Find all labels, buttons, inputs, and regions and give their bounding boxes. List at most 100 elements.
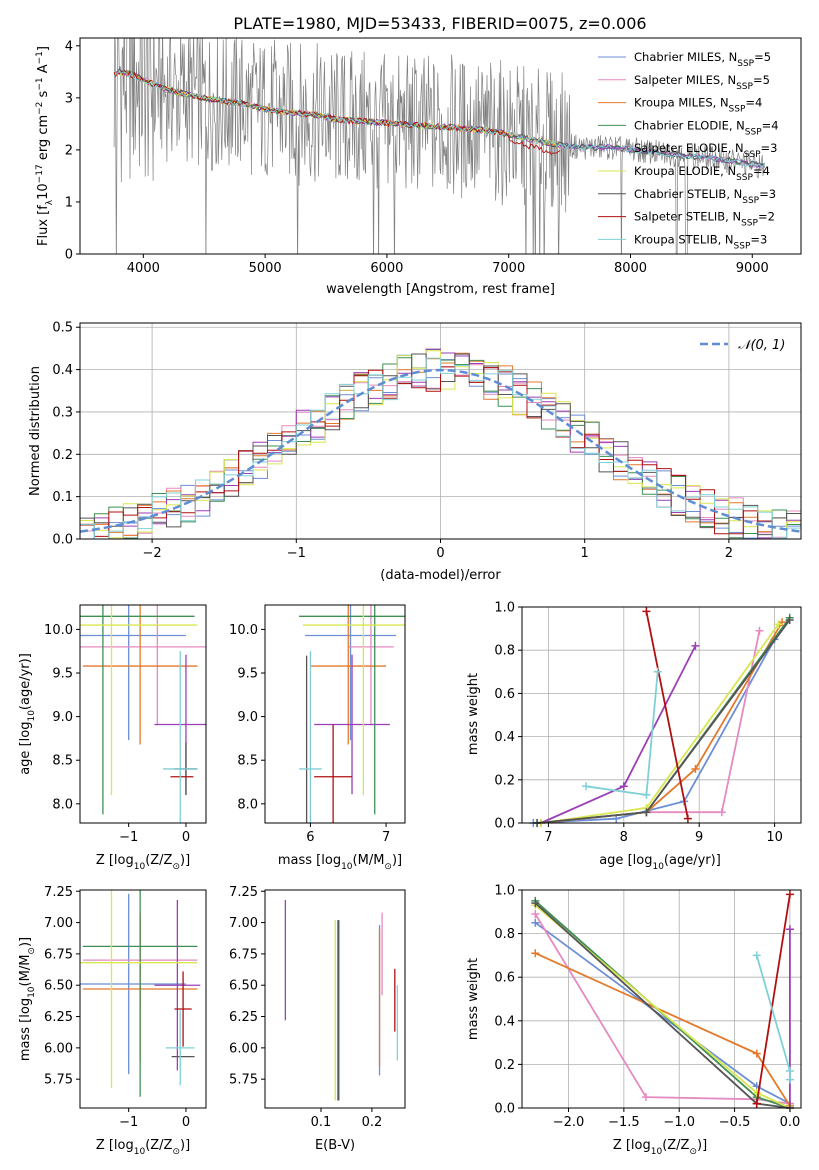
label-part: =4	[762, 118, 779, 132]
label-part: (Z/Z	[145, 853, 172, 868]
label-part: (Z/Z	[662, 1138, 689, 1153]
y-tick-label: 1	[65, 195, 73, 210]
label-part: Kroupa STELIB, N	[634, 232, 734, 246]
x-tick-label: 6	[306, 830, 314, 845]
label-part: erg cm	[36, 115, 51, 164]
weight-marker	[691, 641, 700, 650]
y-tick-label: 7.00	[44, 916, 73, 931]
legend-entry: Kroupa ELODIE, NSSP=4	[634, 164, 770, 183]
label-part: 10	[27, 710, 37, 722]
label-part: ⊙	[172, 862, 180, 872]
label-part: ⊙	[172, 1147, 180, 1157]
plot-layer: 4000 5000 6000 7000 8000 900001234wavelength …	[18, 37, 802, 1157]
label-part: Chabrier ELODIE, N	[634, 118, 745, 132]
label-part: SSP	[742, 196, 759, 206]
label-part: SSP	[736, 173, 753, 183]
label-part: (	[18, 705, 33, 710]
y-tick-label: 2	[65, 143, 73, 158]
legend-entry: Salpeter STELIB, NSSP=2	[634, 210, 775, 229]
weight-line-3	[537, 617, 791, 824]
label-part: =5	[754, 50, 771, 64]
x-tick-label: 10	[766, 830, 783, 845]
label-part: ⊙	[27, 947, 37, 955]
weightZ-marker	[531, 949, 540, 958]
label-part: −17	[35, 164, 45, 183]
label-part: λ	[45, 199, 55, 205]
y-tick-label: 0.0	[52, 533, 73, 548]
label-part: Flux [f	[36, 205, 51, 246]
y-tick-label: 4	[65, 39, 73, 54]
label-part: Z [log	[96, 853, 134, 868]
legend-entry: Salpeter ELODIE, NSSP=3	[634, 141, 777, 160]
y-tick-label: 0.2	[52, 448, 73, 463]
legend-entry: Kroupa STELIB, NSSP=3	[634, 232, 767, 251]
label-part: 10	[341, 862, 353, 872]
weightZ-marker	[752, 1088, 761, 1097]
y-tick-label: 0.8	[494, 927, 515, 942]
weightZ-marker	[785, 1075, 794, 1084]
label-part: A	[36, 64, 51, 77]
label-part: SSP	[734, 241, 751, 251]
y-tick-label: 0.0	[494, 817, 515, 832]
label-part: )]	[18, 653, 33, 663]
y-tick-label: 0.5	[52, 321, 73, 336]
label-part: =3	[750, 232, 767, 246]
weightZ-ylabel: mass weight	[466, 958, 481, 1040]
y-tick-label: 7.00	[229, 916, 258, 931]
label-part: age/yr	[18, 663, 33, 705]
label-part: 10	[134, 1147, 146, 1157]
spectrum-xlabel: wavelength [Angstrom, rest frame]	[326, 282, 555, 297]
gaussian-legend-label: 𝒩(0, 1)	[738, 338, 785, 353]
label-part: age [log	[18, 722, 33, 775]
y-tick-label: 8.5	[52, 754, 73, 769]
histogram-ylabel: Normed distribution	[28, 366, 43, 496]
y-tick-label: 9.0	[52, 710, 73, 725]
label-part: (M/M	[353, 853, 385, 868]
label-part: s	[36, 90, 51, 101]
y-tick-label: 7.25	[229, 885, 258, 900]
weightZ-marker	[531, 899, 540, 908]
histogram-plot	[80, 348, 801, 539]
label-part: (Z/Z	[145, 1138, 172, 1153]
y-tick-label: 0	[65, 248, 73, 263]
ageMass-plot	[299, 605, 405, 823]
massEBV-plot	[284, 900, 399, 1101]
massEBV-frame	[264, 889, 406, 1109]
weightZ-marker	[785, 890, 794, 899]
weightZ-marker	[785, 925, 794, 934]
label-part: mass [log	[18, 998, 33, 1061]
x-tick-label: −2.0	[553, 1115, 585, 1130]
weight-marker	[683, 814, 692, 823]
label-part: 10	[652, 862, 664, 872]
weightZ-line-3	[534, 900, 791, 1109]
x-tick-label: 0.0	[780, 1115, 801, 1130]
y-tick-label: 0.3	[52, 405, 73, 420]
label-part: =4	[753, 164, 770, 178]
y-tick-label: 6.25	[44, 1010, 73, 1025]
x-tick-label: 6000	[370, 261, 403, 276]
y-tick-label: 0.0	[494, 1102, 515, 1117]
ebv-xlabel: E(B-V)	[315, 1138, 355, 1153]
x-tick-label: 0.1	[311, 1115, 332, 1130]
weightAge-xlabel: age [log10(age/yr)]	[599, 853, 721, 872]
label-part: SSP	[729, 105, 746, 115]
label-part: Z [log	[613, 1138, 651, 1153]
model-spectrum-5	[113, 69, 561, 148]
x-tick-label: 9	[695, 830, 703, 845]
label-part: Salpeter MILES, N	[634, 73, 736, 87]
histogram-frame	[79, 322, 802, 540]
ageZ-xlabel: Z [log10(Z/Z⊙)]	[96, 853, 190, 872]
y-tick-label: 10.0	[229, 623, 258, 638]
massZ-xlabel: Z [log10(Z/Z⊙)]	[96, 1138, 190, 1157]
label-part: )]	[180, 853, 190, 868]
weight-marker	[619, 782, 628, 791]
weightZ-marker	[785, 1066, 794, 1075]
x-tick-label: 8000	[614, 261, 647, 276]
weight-marker	[642, 808, 651, 817]
weightZ-marker	[752, 1099, 761, 1108]
weight-marker	[774, 620, 783, 629]
label-part: )]	[180, 1138, 190, 1153]
y-tick-label: 3	[65, 91, 73, 106]
y-tick-label: 7.25	[44, 885, 73, 900]
